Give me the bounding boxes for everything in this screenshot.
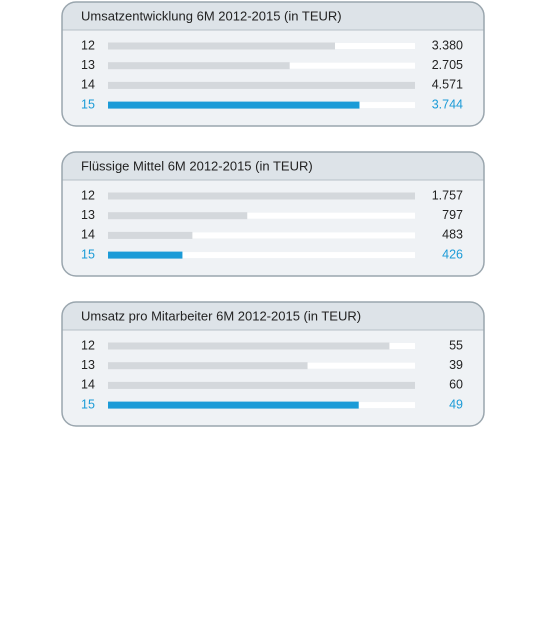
bar-track xyxy=(108,232,415,239)
value-label: 426 xyxy=(442,247,463,261)
bar xyxy=(108,42,336,50)
bar xyxy=(108,81,415,89)
bar xyxy=(108,192,415,200)
panel-header xyxy=(62,302,484,330)
value-label: 49 xyxy=(449,397,463,411)
value-label: 2.705 xyxy=(432,58,463,72)
bar xyxy=(108,212,248,220)
bar xyxy=(108,342,390,350)
panel-title: Umsatzentwicklung 6M 2012-2015 (in TEUR) xyxy=(81,8,342,23)
category-label: 13 xyxy=(81,58,95,72)
panel-title: Umsatz pro Mitarbeiter 6M 2012-2015 (in … xyxy=(81,308,361,323)
value-label: 3.380 xyxy=(432,38,463,52)
bar xyxy=(108,231,193,239)
panel-border xyxy=(61,301,485,427)
bar xyxy=(108,401,359,409)
panel-header xyxy=(62,152,484,180)
category-label: 12 xyxy=(81,338,95,352)
bar xyxy=(108,101,360,109)
bar xyxy=(108,381,415,389)
category-label: 12 xyxy=(81,188,95,202)
panel-border xyxy=(61,151,485,277)
category-label: 14 xyxy=(81,378,95,392)
value-label: 4.571 xyxy=(432,78,463,92)
category-label: 15 xyxy=(81,97,95,111)
panel-title: Flüssige Mittel 6M 2012-2015 (in TEUR) xyxy=(81,158,313,173)
value-label: 55 xyxy=(449,338,463,352)
category-label: 12 xyxy=(81,38,95,52)
bar xyxy=(108,251,183,259)
category-label: 13 xyxy=(81,208,95,222)
value-label: 3.744 xyxy=(432,97,463,111)
bar-track xyxy=(108,252,415,259)
value-label: 483 xyxy=(442,228,463,242)
category-label: 13 xyxy=(81,358,95,372)
bar xyxy=(108,62,290,70)
category-label: 14 xyxy=(81,228,95,242)
value-label: 797 xyxy=(442,208,463,222)
value-label: 1.757 xyxy=(432,188,463,202)
category-label: 14 xyxy=(81,78,95,92)
panel-border xyxy=(61,1,485,127)
value-label: 39 xyxy=(449,358,463,372)
value-label: 60 xyxy=(449,378,463,392)
bar-track xyxy=(108,212,415,219)
category-label: 15 xyxy=(81,397,95,411)
category-label: 15 xyxy=(81,247,95,261)
bar xyxy=(108,362,308,370)
panel-header xyxy=(62,2,484,30)
